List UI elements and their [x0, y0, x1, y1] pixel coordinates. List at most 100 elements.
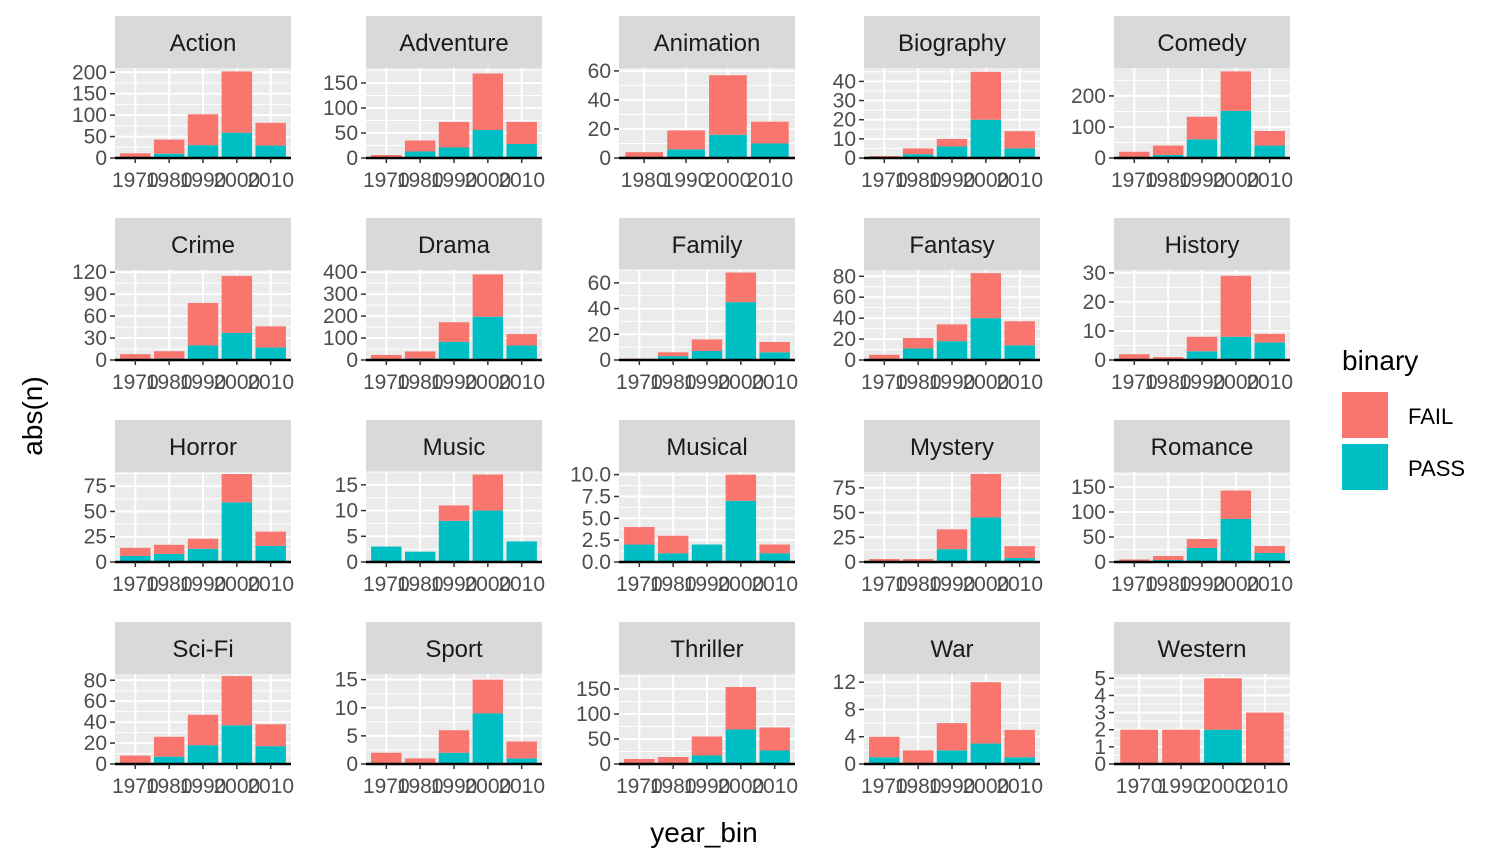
- bar-fail-western-2000: [1204, 678, 1242, 730]
- y-tick-label: 0: [95, 753, 107, 776]
- bar-fail-mystery-1980: [902, 559, 934, 562]
- bar-fail-war-2010: [1004, 729, 1035, 758]
- bar-fail-adventure-1980: [404, 140, 436, 152]
- bar-pass-action-2000: [221, 132, 253, 158]
- strip-title-drama: Drama: [418, 232, 491, 259]
- bar-fail-horror-1970: [120, 547, 151, 556]
- bar-fail-musical-2000: [725, 474, 757, 501]
- x-tick-label: 2000: [1212, 169, 1259, 192]
- x-tick-label: 1980: [895, 371, 942, 394]
- bar-fail-sci-fi-2010: [255, 724, 286, 747]
- x-tick-label: 1970: [112, 775, 159, 798]
- x-tick-label: 1990: [180, 775, 227, 798]
- bar-fail-history-2010: [1254, 333, 1285, 343]
- panel-musical: Musical 0.02.55.07.510.0 19701980199020002…: [570, 420, 798, 596]
- bar-fail-romance-1970: [1119, 559, 1150, 561]
- bar-fail-family-1980: [657, 352, 689, 357]
- y-tick-label: 5: [346, 525, 358, 548]
- x-tick-label: 2010: [996, 775, 1043, 798]
- x-tick-label: 1990: [1179, 169, 1226, 192]
- bar-fail-fantasy-1980: [902, 338, 934, 349]
- strip-title-romance: Romance: [1151, 434, 1254, 461]
- bar-fail-music-1990: [438, 505, 470, 521]
- bar-fail-crime-1980: [153, 351, 185, 359]
- bar-pass-adventure-1990: [438, 147, 470, 158]
- x-tick-label: 2010: [996, 371, 1043, 394]
- strip-biography: [864, 16, 1040, 68]
- y-tick-label: 50: [1083, 526, 1106, 549]
- x-tick-label: 1980: [650, 573, 697, 596]
- x-tick-label: 2010: [1246, 371, 1293, 394]
- strip-comedy: [1114, 16, 1290, 68]
- x-tick-label: 1970: [112, 169, 159, 192]
- bar-pass-musical-1990: [691, 544, 723, 562]
- bar-pass-adventure-2000: [472, 130, 504, 158]
- bar-pass-fantasy-1990: [936, 341, 968, 360]
- bar-pass-romance-2000: [1220, 519, 1252, 562]
- legend-label-fail: FAIL: [1408, 404, 1453, 429]
- bar-fail-western-1970: [1120, 729, 1158, 764]
- y-tick-label: 0: [346, 147, 358, 170]
- x-tick-label: 2010: [1246, 573, 1293, 596]
- x-tick-label: 1980: [895, 573, 942, 596]
- strip-title-music: Music: [423, 434, 486, 461]
- x-tick-label: 2010: [751, 371, 798, 394]
- bar-fail-romance-1990: [1186, 539, 1218, 548]
- bar-pass-mystery-1990: [936, 549, 968, 562]
- bar-fail-adventure-2010: [506, 122, 537, 144]
- legend-title: binary: [1342, 345, 1418, 376]
- bar-fail-crime-2000: [221, 275, 253, 333]
- bar-pass-family-2000: [725, 302, 757, 360]
- y-tick-label: 400: [323, 261, 358, 284]
- x-tick-label: 2000: [962, 775, 1009, 798]
- x-tick-label: 2010: [746, 169, 793, 192]
- bar-pass-sport-2000: [472, 713, 504, 764]
- bar-fail-family-1990: [691, 339, 723, 351]
- bar-fail-sport-1990: [438, 730, 470, 753]
- y-tick-label: 0: [599, 753, 611, 776]
- strip-mystery: [864, 420, 1040, 472]
- y-tick-label: 0: [346, 753, 358, 776]
- strip-title-horror: Horror: [169, 434, 237, 461]
- x-tick-label: 2000: [213, 775, 260, 798]
- x-tick-label: 2000: [962, 371, 1009, 394]
- bar-fail-drama-1980: [404, 351, 436, 359]
- strip-title-mystery: Mystery: [910, 434, 994, 461]
- bar-pass-war-1990: [936, 750, 968, 764]
- y-tick-label: 2: [1094, 719, 1106, 742]
- y-tick-label: 0: [1094, 349, 1106, 372]
- x-tick-label: 2010: [751, 775, 798, 798]
- bar-fail-romance-2000: [1220, 490, 1252, 519]
- y-tick-label: 40: [588, 89, 611, 112]
- x-tick-label: 1990: [431, 371, 478, 394]
- bar-pass-sci-fi-2010: [255, 746, 286, 764]
- bar-pass-biography-2010: [1004, 148, 1035, 158]
- x-tick-label: 1990: [929, 371, 976, 394]
- bar-fail-action-1980: [153, 139, 185, 154]
- bar-pass-animation-2000: [709, 134, 747, 158]
- bar-fail-action-1990: [187, 114, 219, 146]
- bar-pass-animation-1990: [667, 149, 705, 158]
- y-tick-label: 200: [72, 61, 107, 84]
- bar-pass-biography-1990: [936, 146, 968, 158]
- bar-fail-fantasy-1990: [936, 324, 968, 342]
- y-tick-label: 30: [833, 90, 856, 113]
- y-tick-label: 20: [84, 732, 107, 755]
- x-tick-label: 2000: [705, 169, 752, 192]
- bar-fail-horror-1990: [187, 538, 219, 549]
- x-tick-label: 1970: [616, 573, 663, 596]
- y-tick-label: 0: [1094, 551, 1106, 574]
- bar-pass-sci-fi-1980: [153, 756, 185, 764]
- strip-title-sport: Sport: [425, 636, 483, 663]
- bar-pass-music-2010: [506, 541, 537, 562]
- bar-pass-crime-2010: [255, 347, 286, 360]
- y-tick-label: 7.5: [582, 485, 611, 508]
- legend-key-pass: [1342, 444, 1388, 490]
- strip-horror: [115, 420, 291, 472]
- x-tick-label: 2000: [1212, 573, 1259, 596]
- y-tick-label: 80: [84, 669, 107, 692]
- y-tick-label: 4: [844, 726, 856, 749]
